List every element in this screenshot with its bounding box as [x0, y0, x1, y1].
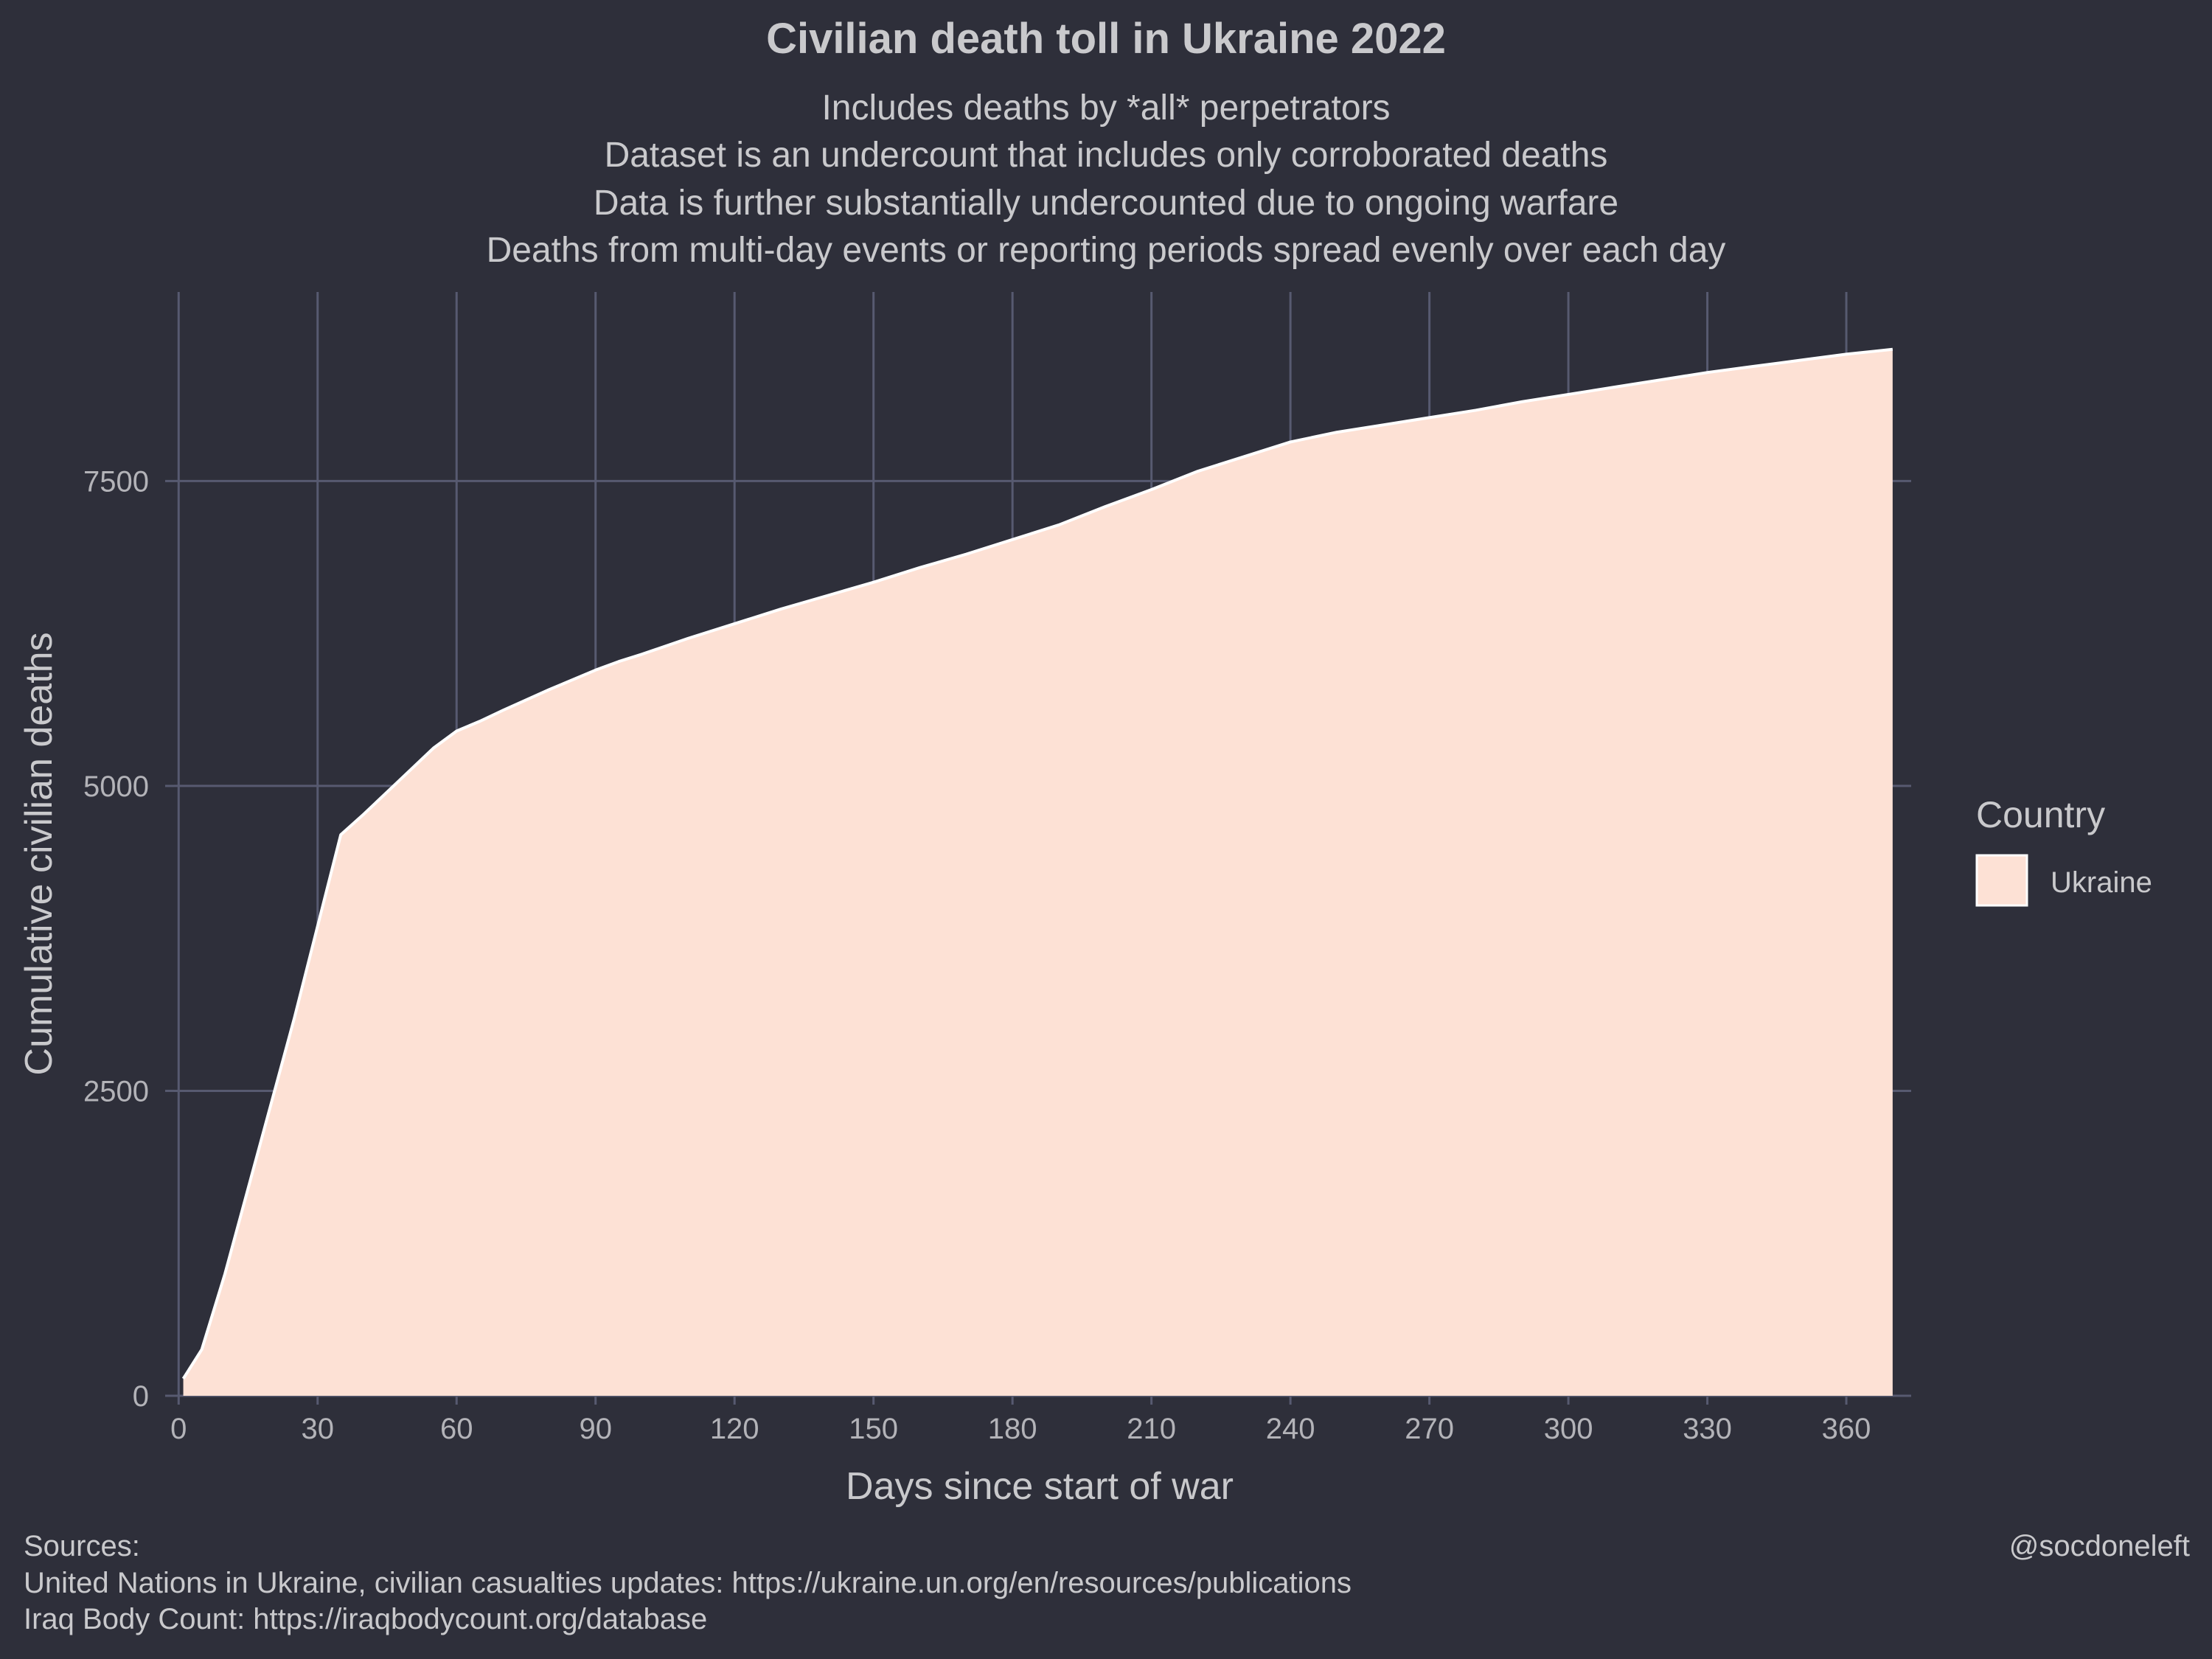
x-tick-label: 180	[988, 1413, 1037, 1445]
x-tick-label: 30	[302, 1413, 335, 1445]
caption-source-un: United Nations in Ukraine, civilian casu…	[24, 1567, 1352, 1599]
legend-label-ukraine: Ukraine	[2051, 866, 2152, 899]
x-tick-label: 300	[1544, 1413, 1593, 1445]
chart-subtitle-line-1: Includes deaths by *all* perpetrators	[821, 88, 1390, 128]
chart-title: Civilian death toll in Ukraine 2022	[766, 15, 1446, 63]
legend: Country Ukraine	[1975, 794, 2152, 907]
x-tick-label: 270	[1405, 1413, 1454, 1445]
area-series-ukraine-outline	[181, 347, 1893, 1380]
legend-title: Country	[1976, 794, 2105, 835]
x-tick-label: 60	[440, 1413, 473, 1445]
y-tick-label: 2500	[83, 1075, 149, 1107]
caption-source-ibc: Iraq Body Count: https://iraqbodycount.o…	[24, 1603, 707, 1635]
y-tick-label: 7500	[83, 465, 149, 498]
caption-sources-heading: Sources:	[24, 1530, 140, 1562]
area-series-ukraine	[183, 349, 1893, 1396]
chart-subtitle-line-2: Dataset is an undercount that includes o…	[605, 136, 1608, 175]
legend-key-ukraine	[1975, 854, 2028, 907]
x-tick-label: 150	[849, 1413, 898, 1445]
chart-subtitle-line-4: Deaths from multi-day events or reportin…	[487, 231, 1726, 270]
x-tick-label: 0	[170, 1413, 187, 1445]
axis-ticks: 0 30 60 90 120 150 180 210 240 270 300 330 360 0 2500 5…	[83, 465, 1871, 1445]
x-tick-label: 210	[1127, 1413, 1176, 1445]
caption: Sources: United Nations in Ukraine, civi…	[24, 1530, 2190, 1635]
plot-area	[181, 347, 1893, 1396]
x-tick-label: 330	[1683, 1413, 1732, 1445]
chart-subtitle-line-3: Data is further substantially undercount…	[594, 184, 1618, 223]
y-axis-label: Cumulative civilian deaths	[18, 632, 60, 1075]
x-tick-label: 240	[1266, 1413, 1315, 1445]
y-tick-label: 0	[133, 1380, 149, 1413]
x-tick-label: 90	[579, 1413, 612, 1445]
x-axis-label: Days since start of war	[846, 1465, 1234, 1508]
x-tick-label: 360	[1822, 1413, 1871, 1445]
y-tick-label: 5000	[83, 771, 149, 803]
x-tick-label: 120	[710, 1413, 759, 1445]
caption-credit: @socdoneleft	[2009, 1530, 2190, 1562]
